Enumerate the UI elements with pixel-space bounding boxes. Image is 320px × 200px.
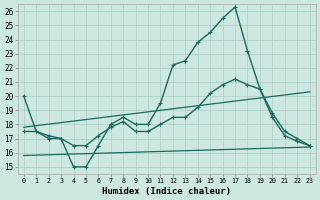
X-axis label: Humidex (Indice chaleur): Humidex (Indice chaleur) (102, 187, 231, 196)
